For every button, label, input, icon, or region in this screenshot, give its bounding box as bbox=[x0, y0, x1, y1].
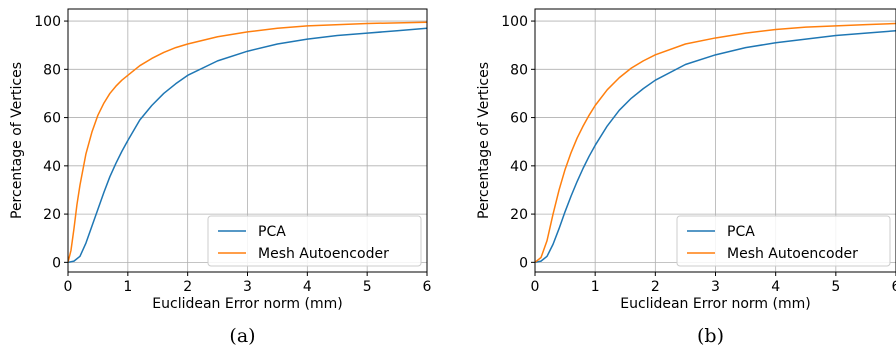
series-line-mesh-autoencoder bbox=[535, 22, 896, 263]
y-tick-label: 100 bbox=[501, 14, 528, 30]
panel-caption: (a) bbox=[229, 325, 255, 347]
y-tick-label: 40 bbox=[510, 159, 528, 175]
x-axis-label: Euclidean Error norm (mm) bbox=[620, 296, 810, 312]
legend-label-pca: PCA bbox=[258, 224, 286, 240]
y-tick-label: 80 bbox=[510, 62, 528, 78]
y-tick-label: 60 bbox=[43, 111, 61, 127]
y-tick-label: 80 bbox=[43, 62, 61, 78]
y-tick-label: 40 bbox=[43, 159, 61, 175]
y-tick-label: 20 bbox=[510, 207, 528, 223]
x-tick-label: 1 bbox=[591, 279, 600, 295]
panel-caption: (b) bbox=[697, 325, 724, 347]
legend-box bbox=[676, 215, 891, 267]
y-tick-label: 0 bbox=[519, 255, 528, 271]
y-axis-label: Percentage of Vertices bbox=[9, 62, 25, 219]
series-line-pca bbox=[68, 27, 427, 264]
series-line-mesh-autoencoder bbox=[68, 21, 427, 263]
legend-label-mesh-autoencoder: Mesh Autoencoder bbox=[727, 246, 858, 262]
x-tick-label: 6 bbox=[423, 279, 432, 295]
x-tick-label: 3 bbox=[243, 279, 252, 295]
x-tick-label: 5 bbox=[831, 279, 840, 295]
x-tick-label: 1 bbox=[123, 279, 132, 295]
x-tick-label: 3 bbox=[711, 279, 720, 295]
legend: PCA Mesh Autoencoder bbox=[676, 215, 891, 267]
y-axis-label: Percentage of Vertices bbox=[476, 62, 492, 219]
series-line-pca bbox=[535, 29, 896, 264]
y-tick-label: 60 bbox=[510, 111, 528, 127]
y-tick-label: 100 bbox=[34, 14, 61, 30]
legend: PCA Mesh Autoencoder bbox=[207, 215, 422, 267]
legend-label-mesh-autoencoder: Mesh Autoencoder bbox=[258, 246, 389, 262]
x-tick-label: 0 bbox=[531, 279, 540, 295]
x-tick-label: 4 bbox=[303, 279, 312, 295]
x-axis-label: Euclidean Error norm (mm) bbox=[152, 296, 342, 312]
y-tick-label: 20 bbox=[43, 207, 61, 223]
legend-box bbox=[207, 215, 422, 267]
x-tick-label: 6 bbox=[892, 279, 896, 295]
y-tick-label: 0 bbox=[52, 255, 61, 271]
legend-label-pca: PCA bbox=[727, 224, 755, 240]
x-tick-label: 4 bbox=[771, 279, 780, 295]
x-tick-label: 2 bbox=[651, 279, 660, 295]
x-tick-label: 5 bbox=[363, 279, 372, 295]
x-tick-label: 2 bbox=[183, 279, 192, 295]
x-tick-label: 0 bbox=[64, 279, 73, 295]
